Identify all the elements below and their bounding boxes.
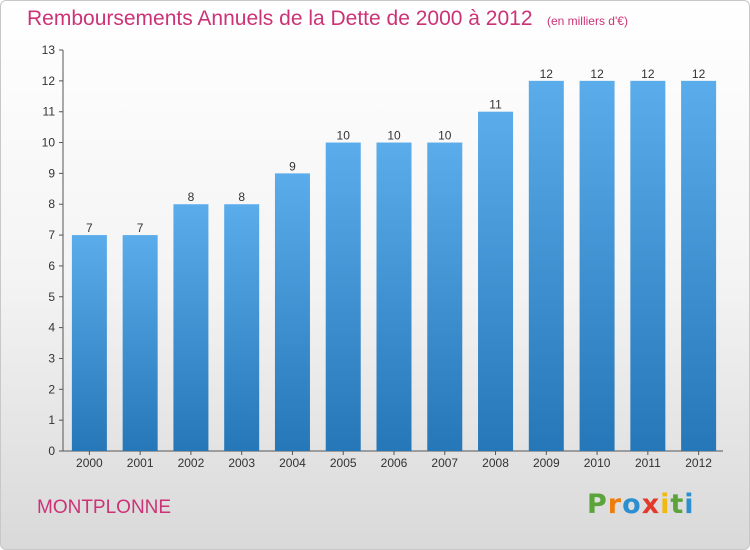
data-label: 7	[86, 221, 93, 235]
x-tick-label: 2007	[431, 456, 458, 470]
bar	[224, 204, 260, 451]
data-labels: 7 7 8 8 9 10 10 10 11 12 12 12 12	[86, 67, 706, 235]
y-tick-label: 5	[48, 290, 55, 304]
logo-letter: r	[607, 489, 623, 520]
data-label: 8	[188, 190, 195, 204]
bar	[427, 142, 463, 452]
bar	[122, 235, 158, 451]
y-tick-label: 1	[48, 413, 55, 427]
x-tick-label: 2011	[635, 456, 661, 470]
y-tick-label: 12	[42, 74, 56, 88]
bar	[274, 173, 310, 451]
y-tick-label: 2	[48, 382, 55, 396]
data-label: 12	[540, 67, 554, 81]
x-tick-label: 2008	[482, 456, 509, 470]
x-tick-label: 2010	[584, 456, 611, 470]
y-tick-label: 7	[48, 228, 55, 242]
data-label: 8	[238, 190, 245, 204]
proxiti-logo: Proxiti	[587, 489, 695, 520]
bar	[630, 80, 666, 451]
bar	[71, 235, 107, 451]
y-tick-label: 8	[48, 197, 55, 211]
y-tick-label: 10	[42, 136, 56, 150]
bar	[681, 80, 717, 451]
y-tick-label: 6	[48, 259, 55, 273]
data-label: 7	[137, 221, 144, 235]
y-tick-label: 3	[48, 351, 55, 365]
bar	[173, 204, 209, 451]
data-label: 12	[641, 67, 655, 81]
chart-title: Remboursements Annuels de la Dette de 20…	[27, 7, 533, 30]
y-tick-label: 11	[43, 105, 56, 119]
data-label: 12	[590, 67, 604, 81]
x-tick-label: 2002	[178, 456, 205, 470]
logo-letter: i	[660, 489, 671, 520]
data-label: 12	[692, 67, 706, 81]
bars	[71, 80, 717, 452]
bar	[478, 111, 514, 451]
chart-subtitle: (en milliers d'€)	[546, 14, 628, 28]
y-tick-label: 0	[48, 444, 55, 458]
bar	[325, 142, 361, 452]
y-tick-label: 4	[48, 321, 55, 335]
x-tick-label: 2000	[76, 456, 103, 470]
bar	[528, 80, 564, 451]
x-tick-label: 2001	[127, 456, 154, 470]
logo-letter: t	[670, 489, 685, 520]
bar	[579, 80, 615, 451]
data-label: 11	[489, 98, 502, 112]
y-tick-label: 13	[42, 43, 56, 57]
logo-letter: o	[622, 489, 642, 520]
x-tick-label: 2004	[279, 456, 306, 470]
bar	[376, 142, 412, 452]
logo-letter: x	[641, 489, 661, 520]
x-tick-label: 2005	[330, 456, 357, 470]
x-tick-label: 2006	[381, 456, 408, 470]
data-label: 9	[289, 159, 296, 173]
x-tick-label: 2009	[533, 456, 560, 470]
x-tick-label: 2012	[685, 456, 712, 470]
x-tick-label: 2003	[228, 456, 255, 470]
town-name: MONTPLONNE	[37, 497, 172, 518]
data-label: 10	[438, 129, 452, 143]
title-row: Remboursements Annuels de la Dette de 20…	[27, 7, 628, 31]
y-tick-label: 9	[48, 166, 55, 180]
data-label: 10	[337, 129, 351, 143]
logo-letter: i	[684, 489, 695, 520]
logo-letter: P	[587, 489, 608, 520]
data-label: 10	[387, 129, 401, 143]
